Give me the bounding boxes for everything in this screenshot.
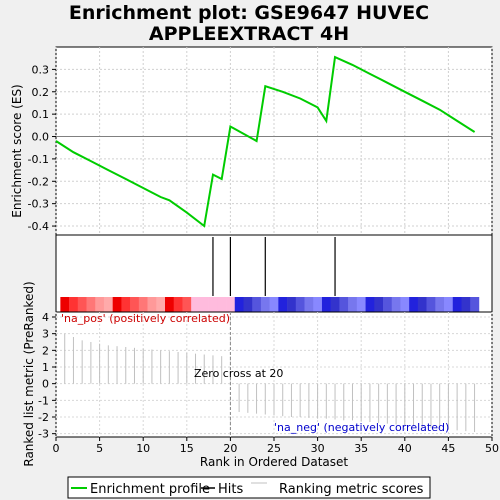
- color-bar-segment: [252, 297, 262, 312]
- color-bar-segment: [156, 297, 166, 312]
- legend: Enrichment profile Hits Ranking metric s…: [67, 476, 431, 499]
- metric-y-ticks: -3 -2 -1 0 1 2 3 4: [38, 311, 56, 441]
- color-bar-segment: [191, 297, 201, 312]
- color-bar-segment: [321, 297, 331, 312]
- legend-metric-label: Ranking metric scores: [279, 482, 424, 497]
- color-bar-segment: [287, 297, 297, 312]
- chart-title-line-1: Enrichment plot: GSE9647 HUVEC: [69, 2, 429, 24]
- metric-y-tick-label: 2: [42, 344, 49, 357]
- color-bar-segment: [103, 297, 113, 312]
- ranking-metric-bars: [64, 333, 476, 432]
- color-bar-segment: [461, 297, 471, 312]
- x-tick-label: 45: [441, 442, 455, 455]
- enrichment-y-tick-label: 0.2: [32, 86, 50, 99]
- color-bar-segment: [400, 297, 410, 312]
- x-tick-label: 20: [223, 442, 237, 455]
- color-bar-segment: [356, 297, 366, 312]
- color-bar-segment: [339, 297, 349, 312]
- color-bar-segment: [147, 297, 157, 312]
- color-bar-segment: [130, 297, 140, 312]
- enrichment-profile-line: [55, 55, 476, 228]
- color-bar-segment: [470, 297, 480, 312]
- color-bar-segment: [348, 297, 358, 312]
- metric-y-tick-label: -2: [38, 411, 49, 424]
- x-tick-label: 40: [398, 442, 412, 455]
- x-tick-label: 0: [53, 442, 60, 455]
- color-bar-segment: [417, 297, 427, 312]
- x-tick-label: 25: [267, 442, 281, 455]
- color-bar-segment: [278, 297, 288, 312]
- color-bar-segment: [226, 297, 236, 312]
- x-tick-label: 50: [485, 442, 499, 455]
- enrichment-y-tick-label: 0.3: [32, 63, 50, 76]
- color-bar-segment: [304, 297, 314, 312]
- x-tick-label: 15: [180, 442, 194, 455]
- metric-y-axis-label: Ranked list metric (PreRanked): [22, 281, 36, 466]
- color-bar-segment: [199, 297, 209, 312]
- chart-title-line-2: APPLEEXTRACT 4H: [149, 23, 349, 45]
- color-bar-segment: [217, 297, 227, 312]
- enrichment-y-tick-label: -0.2: [28, 175, 49, 188]
- enrichment-y-tick-label: 0.1: [32, 108, 50, 121]
- color-bar-segment: [313, 297, 323, 312]
- enrichment-y-ticks: -0.4 -0.3 -0.2 -0.1 0.0 0.1 0.2 0.3: [28, 63, 56, 233]
- color-bar-segment: [444, 297, 454, 312]
- enrichment-y-tick-label: 0.0: [32, 131, 50, 144]
- x-axis-ticks: 0 5 10 15 20 25 30 35 40 45 50: [53, 437, 499, 455]
- color-bar-segment: [409, 297, 419, 312]
- metric-y-tick-label: 0: [42, 378, 49, 391]
- color-bar-segment: [165, 297, 175, 312]
- color-bar-segment: [234, 297, 244, 312]
- x-axis-label: Rank in Ordered Dataset: [200, 455, 348, 469]
- color-bar-segment: [452, 297, 462, 312]
- hit-markers: [212, 237, 336, 296]
- x-tick-label: 5: [96, 442, 103, 455]
- color-bar-segment: [69, 297, 79, 312]
- legend-box: [67, 476, 431, 499]
- color-bar-segment: [365, 297, 375, 312]
- legend-profile-label: Enrichment profile: [90, 482, 210, 497]
- color-bar-segment: [269, 297, 279, 312]
- color-bar-segment: [260, 297, 270, 312]
- color-bar-segment: [243, 297, 253, 312]
- color-bar-segment: [121, 297, 131, 312]
- color-bar-segment: [86, 297, 96, 312]
- metric-y-tick-label: 4: [42, 311, 49, 324]
- color-bar-segment: [383, 297, 393, 312]
- enrichment-y-tick-label: -0.3: [28, 198, 49, 211]
- neg-correlated-label: 'na_neg' (negatively correlated): [274, 421, 449, 434]
- color-bar-segment: [435, 297, 445, 312]
- metric-y-tick-label: 3: [42, 328, 49, 341]
- enrichment-y-tick-label: -0.1: [28, 153, 49, 166]
- color-bar-segment: [182, 297, 192, 312]
- zero-cross-label: Zero cross at 20: [194, 367, 283, 380]
- x-tick-label: 35: [354, 442, 368, 455]
- color-bar-segment: [330, 297, 340, 312]
- color-bar-segment: [374, 297, 384, 312]
- metric-y-tick-label: -3: [38, 428, 49, 441]
- color-bar-segment: [138, 297, 148, 312]
- enrichment-y-tick-label: -0.4: [28, 220, 49, 233]
- color-bar-segment: [60, 297, 70, 312]
- enrichment-y-axis-label: Enrichment score (ES): [10, 84, 24, 217]
- rank-color-bar: [60, 297, 480, 312]
- legend-hits-label: Hits: [218, 482, 243, 497]
- color-bar-segment: [95, 297, 105, 312]
- x-tick-label: 10: [136, 442, 150, 455]
- color-bar-segment: [391, 297, 401, 312]
- color-bar-segment: [208, 297, 218, 312]
- color-bar-segment: [112, 297, 122, 312]
- pos-correlated-label: 'na_pos' (positively correlated): [61, 312, 230, 325]
- color-bar-segment: [173, 297, 183, 312]
- color-bar-segment: [426, 297, 436, 312]
- metric-y-tick-label: -1: [38, 394, 49, 407]
- metric-y-tick-label: 1: [42, 361, 49, 374]
- color-bar-segment: [295, 297, 305, 312]
- x-tick-label: 30: [311, 442, 325, 455]
- color-bar-segment: [77, 297, 87, 312]
